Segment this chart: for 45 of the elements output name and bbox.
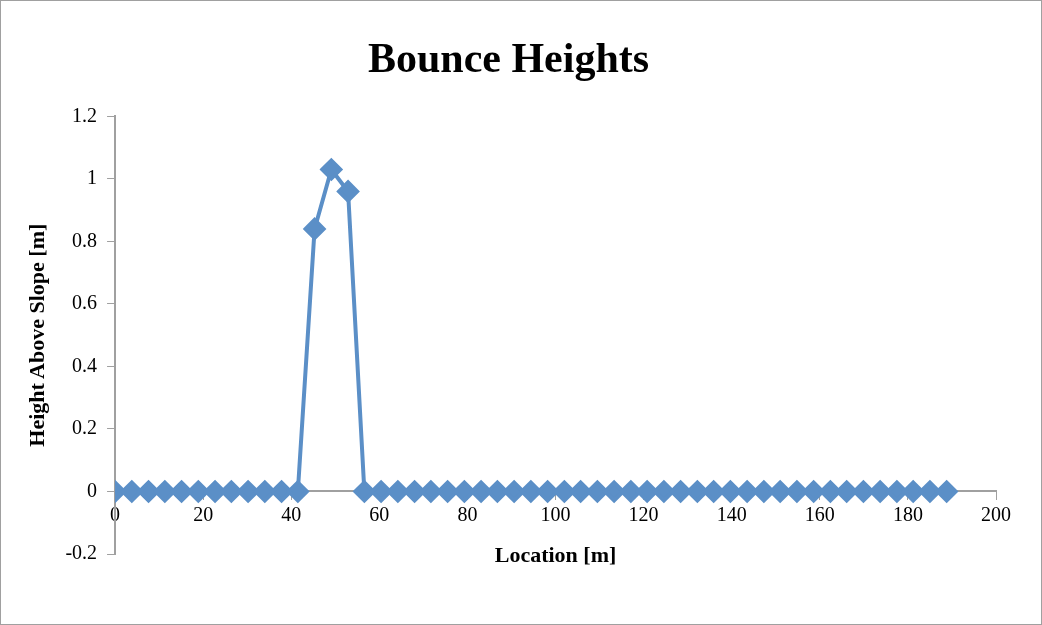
point xyxy=(785,480,808,503)
point xyxy=(702,480,725,503)
x-tick-label: 100 xyxy=(540,502,571,525)
x-axis-title: Location [m] xyxy=(494,542,617,568)
point xyxy=(419,480,442,503)
y-axis-title: Height Above Slope [m] xyxy=(23,223,49,447)
x-tick-label: 180 xyxy=(892,502,923,525)
y-tick-label: 1 xyxy=(87,166,98,189)
point xyxy=(835,480,858,503)
point xyxy=(286,480,309,503)
point xyxy=(669,480,692,503)
x-tick-label: 140 xyxy=(716,502,747,525)
x-tick-label: 20 xyxy=(193,502,214,525)
point xyxy=(918,480,941,503)
point xyxy=(935,480,958,503)
point xyxy=(320,158,343,181)
point xyxy=(652,480,675,503)
point xyxy=(802,480,825,503)
point xyxy=(253,480,276,503)
x-tick-label: 60 xyxy=(369,502,390,525)
y-tick-label: 1.2 xyxy=(72,103,98,126)
point xyxy=(120,480,143,503)
x-tick-label: 160 xyxy=(804,502,835,525)
y-tick-label: 0.2 xyxy=(72,416,98,439)
point xyxy=(436,480,459,503)
y-tick-label: 0 xyxy=(87,478,98,501)
x-tick-label: 120 xyxy=(628,502,659,525)
x-tick-label: 40 xyxy=(281,502,302,525)
point xyxy=(337,180,360,203)
point xyxy=(303,217,326,240)
point xyxy=(536,480,559,503)
x-tick-label: 200 xyxy=(981,502,1011,525)
y-tick-label: 0.8 xyxy=(72,228,98,251)
point xyxy=(519,480,542,503)
point xyxy=(619,480,642,503)
x-tick-label: 80 xyxy=(457,502,478,525)
point xyxy=(386,480,409,503)
point xyxy=(569,480,592,503)
point xyxy=(153,480,176,503)
y-tick-label: 0.6 xyxy=(72,291,98,314)
y-tick-label: -0.2 xyxy=(65,541,98,564)
point xyxy=(885,480,908,503)
point xyxy=(752,480,775,503)
y-tick-label: 0.4 xyxy=(72,353,98,376)
chart-title: Bounce Heights xyxy=(367,35,650,82)
